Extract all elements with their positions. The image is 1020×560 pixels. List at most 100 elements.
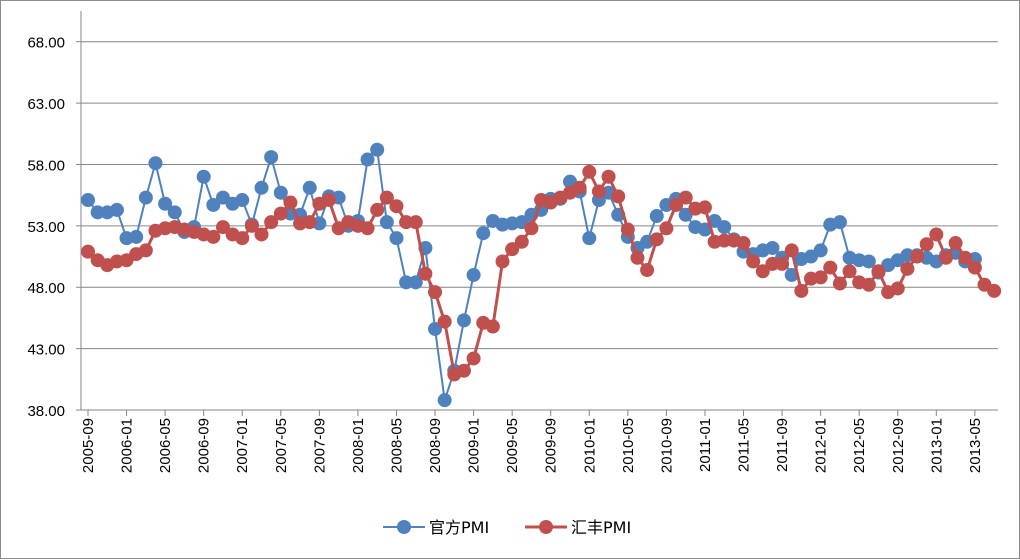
x-tick-label: 2011-01 bbox=[697, 418, 714, 472]
data-point bbox=[938, 250, 953, 265]
y-axis-tick-labels: 38.00 43.00 48.00 53.00 58.00 63.00 68.00 bbox=[27, 35, 65, 420]
data-point bbox=[591, 184, 606, 199]
data-point bbox=[485, 319, 500, 334]
x-tick-label: 2010-05 bbox=[620, 418, 637, 473]
axes bbox=[76, 11, 998, 416]
data-point bbox=[456, 363, 471, 378]
data-point bbox=[929, 227, 944, 242]
data-point bbox=[428, 285, 443, 300]
data-point bbox=[264, 150, 279, 165]
data-point bbox=[389, 231, 404, 246]
data-point bbox=[958, 250, 973, 265]
data-point bbox=[408, 275, 423, 290]
data-point bbox=[129, 229, 144, 244]
legend-label: 汇丰PMI bbox=[571, 518, 631, 537]
x-tick-label: 2013-01 bbox=[928, 418, 945, 473]
data-point bbox=[418, 266, 433, 281]
y-tick-label: 48.00 bbox=[27, 280, 65, 297]
data-point bbox=[842, 264, 857, 279]
x-tick-label: 2007-01 bbox=[234, 418, 251, 473]
data-point bbox=[659, 221, 674, 236]
data-point bbox=[813, 270, 828, 285]
x-tick-label: 2011-05 bbox=[736, 418, 753, 472]
data-point bbox=[138, 243, 153, 258]
data-point bbox=[736, 236, 751, 251]
data-point bbox=[640, 263, 655, 278]
data-point bbox=[649, 232, 664, 247]
data-point bbox=[206, 197, 221, 212]
x-tick-label: 2012-05 bbox=[851, 418, 868, 473]
x-tick-label: 2009-01 bbox=[466, 418, 483, 473]
legend-label: 官方PMI bbox=[429, 518, 489, 537]
data-point bbox=[765, 256, 780, 271]
y-tick-label: 38.00 bbox=[27, 403, 65, 420]
data-point bbox=[206, 229, 221, 244]
x-tick-label: 2008-09 bbox=[427, 418, 444, 473]
data-point bbox=[775, 256, 790, 271]
x-tick-label: 2008-01 bbox=[350, 418, 367, 473]
data-point bbox=[302, 215, 317, 230]
data-point bbox=[158, 196, 173, 211]
data-point bbox=[235, 231, 250, 246]
legend-marker bbox=[397, 520, 411, 534]
data-point bbox=[90, 205, 105, 220]
data-point bbox=[697, 222, 712, 237]
legend: 官方PMI 汇丰PMI bbox=[383, 518, 631, 537]
data-point bbox=[437, 314, 452, 329]
series-lines bbox=[81, 142, 1002, 408]
data-point bbox=[370, 142, 385, 157]
x-tick-label: 2006-05 bbox=[157, 418, 174, 473]
data-point bbox=[505, 242, 520, 257]
data-point bbox=[601, 169, 616, 184]
y-tick-label: 63.00 bbox=[27, 96, 65, 113]
data-point bbox=[360, 152, 375, 167]
data-point bbox=[283, 195, 298, 210]
legend-item: 官方PMI bbox=[383, 518, 489, 537]
data-point bbox=[871, 264, 886, 279]
data-point bbox=[476, 226, 491, 241]
data-point bbox=[746, 254, 761, 269]
data-point bbox=[813, 243, 828, 258]
data-point bbox=[572, 180, 587, 195]
x-tick-label: 2012-01 bbox=[813, 418, 830, 473]
x-tick-label: 2006-09 bbox=[196, 418, 213, 473]
data-point bbox=[861, 254, 876, 269]
data-point bbox=[832, 276, 847, 291]
data-point bbox=[215, 220, 230, 235]
y-tick-label: 43.00 bbox=[27, 342, 65, 359]
series-line bbox=[87, 148, 976, 402]
y-tick-label: 53.00 bbox=[27, 219, 65, 236]
data-point bbox=[466, 351, 481, 366]
data-point bbox=[389, 199, 404, 214]
data-point bbox=[524, 221, 539, 236]
data-point bbox=[832, 215, 847, 230]
data-point bbox=[81, 193, 95, 208]
data-point bbox=[428, 321, 443, 336]
data-point bbox=[620, 222, 635, 237]
data-point bbox=[678, 190, 693, 205]
data-point bbox=[466, 267, 481, 282]
x-tick-label: 2011-09 bbox=[774, 418, 791, 472]
data-point bbox=[900, 261, 915, 276]
data-point bbox=[81, 244, 95, 259]
data-point bbox=[987, 283, 1002, 298]
data-point bbox=[360, 221, 375, 236]
series-hsbc-pmi bbox=[81, 164, 1002, 382]
data-point bbox=[717, 233, 732, 248]
data-point bbox=[437, 393, 452, 408]
data-point bbox=[399, 215, 414, 230]
x-tick-label: 2007-09 bbox=[311, 418, 328, 473]
y-tick-label: 68.00 bbox=[27, 35, 65, 52]
legend-marker bbox=[539, 520, 553, 534]
data-point bbox=[196, 169, 211, 184]
data-point bbox=[717, 220, 732, 235]
x-tick-label: 2005-09 bbox=[80, 418, 97, 473]
x-tick-label: 2006-01 bbox=[119, 418, 136, 473]
x-tick-label: 2012-09 bbox=[890, 418, 907, 473]
x-tick-label: 2010-01 bbox=[581, 418, 598, 473]
data-point bbox=[697, 200, 712, 215]
data-point bbox=[244, 218, 259, 233]
data-point bbox=[823, 260, 838, 275]
data-point bbox=[919, 237, 934, 252]
data-point bbox=[630, 250, 645, 265]
